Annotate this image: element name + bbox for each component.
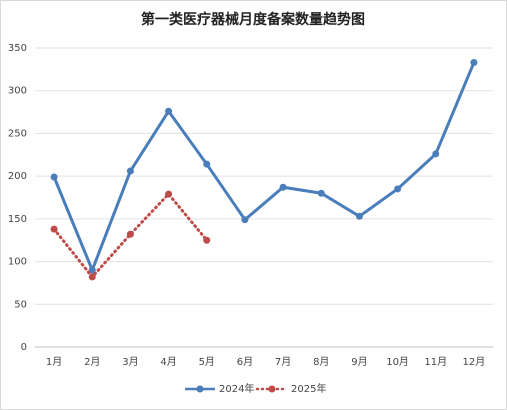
data-point	[203, 236, 211, 244]
data-point	[470, 59, 478, 67]
data-point	[432, 150, 440, 158]
y-tick-label: 300	[8, 86, 27, 97]
y-tick-label: 350	[8, 43, 27, 54]
data-point	[394, 185, 402, 193]
x-tick-label: 9月	[351, 356, 367, 368]
data-point	[88, 266, 96, 274]
data-point	[279, 183, 287, 191]
chart-title: 第一类医疗器械月度备案数量趋势图	[141, 11, 365, 28]
x-tick-label: 11月	[424, 356, 447, 368]
data-point	[355, 212, 363, 220]
legend-marker	[268, 385, 276, 393]
data-point	[203, 160, 211, 168]
x-tick-label: 5月	[199, 356, 215, 368]
x-tick-label: 1月	[46, 356, 62, 368]
y-tick-label: 250	[8, 128, 27, 139]
x-tick-label: 10月	[386, 356, 409, 368]
data-point	[165, 190, 173, 198]
data-point	[50, 225, 58, 233]
x-tick-label: 6月	[237, 356, 253, 368]
legend-label: 2025年	[291, 382, 326, 395]
x-tick-label: 12月	[463, 356, 486, 368]
series-line	[52, 61, 476, 275]
data-point	[241, 216, 249, 224]
y-tick-label: 0	[21, 342, 27, 353]
series-line	[52, 191, 209, 280]
data-point	[88, 273, 96, 281]
x-tick-label: 7月	[275, 356, 291, 368]
x-tick-label: 4月	[160, 356, 176, 368]
data-point	[50, 173, 58, 181]
y-tick-label: 200	[8, 171, 27, 182]
legend-label: 2024年	[219, 382, 254, 395]
data-point	[317, 189, 325, 197]
data-point	[126, 230, 134, 238]
x-tick-label: 8月	[313, 356, 329, 368]
y-tick-label: 100	[8, 257, 27, 268]
legend-marker	[196, 385, 204, 393]
y-tick-label: 50	[14, 299, 27, 310]
x-tick-label: 3月	[122, 356, 138, 368]
data-point	[165, 107, 173, 115]
data-point	[126, 167, 134, 175]
y-tick-label: 150	[8, 214, 27, 225]
x-tick-label: 2月	[84, 356, 100, 368]
